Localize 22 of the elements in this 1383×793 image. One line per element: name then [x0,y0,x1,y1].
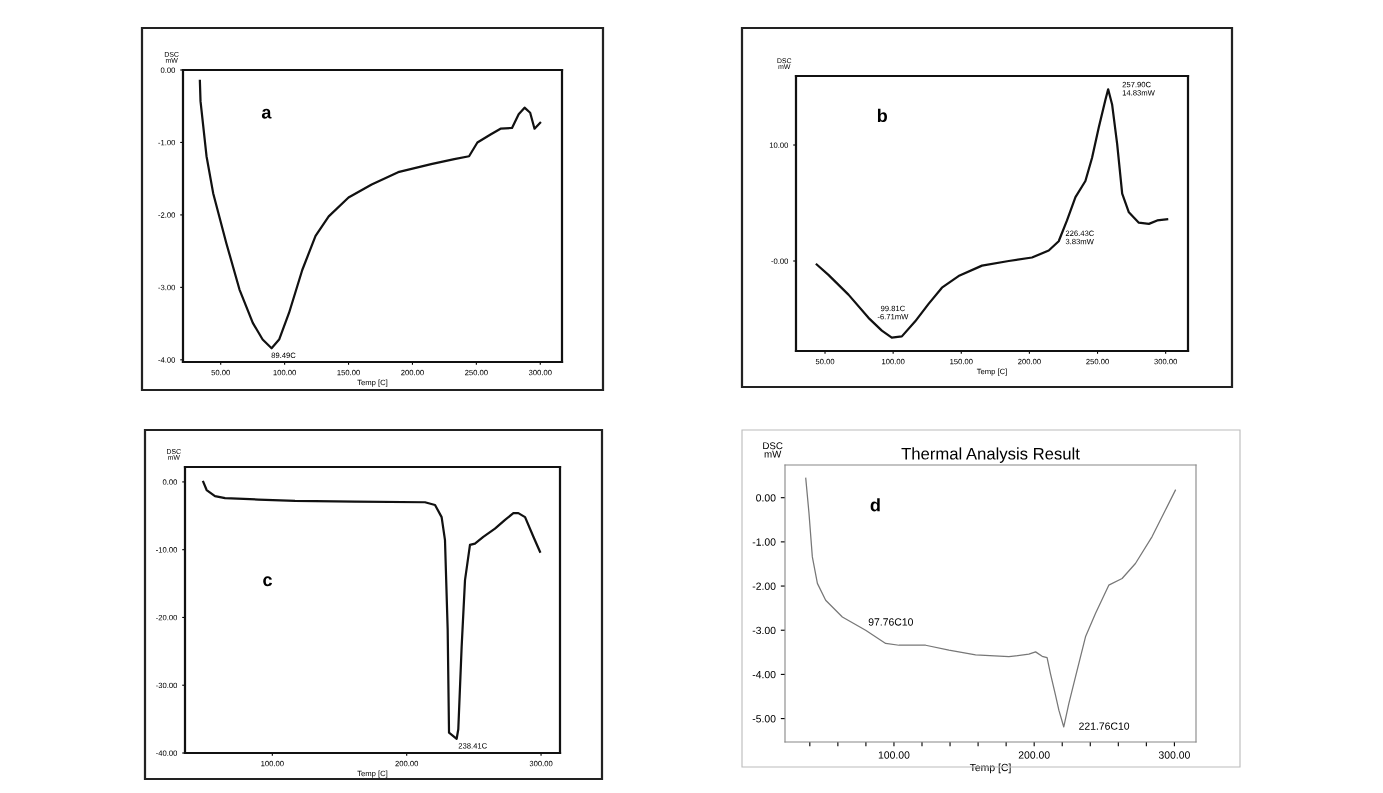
y-tick-label: -3.00 [752,626,776,635]
line-series [202,480,542,740]
annotation: c [263,576,272,587]
y-tick-label: -2.00 [752,582,776,590]
x-tick-label: 100.00 [878,751,910,759]
y-tick-label: -1.00 [752,538,776,546]
line-series [805,477,1177,728]
annotation: 97.76C10 [868,618,913,626]
y-tick-label: 0.00 [756,494,776,502]
y-tick-label: -5.00 [752,715,776,723]
annotation: a [261,108,272,119]
x-tick-label: 300.00 [1158,751,1190,759]
x-axis-title: Temp [C] [969,763,1011,774]
line-series [198,79,542,350]
y-axis-title: DSC mW [763,442,783,458]
y-tick-label: -4.00 [752,670,776,679]
line-series [815,88,1169,339]
annotation: 221.76C10 [1079,722,1130,730]
annotation: d [870,498,880,512]
chart-title: Thermal Analysis Result [901,447,1080,463]
x-tick-label: 200.00 [1018,751,1050,759]
annotation: b [877,108,888,123]
